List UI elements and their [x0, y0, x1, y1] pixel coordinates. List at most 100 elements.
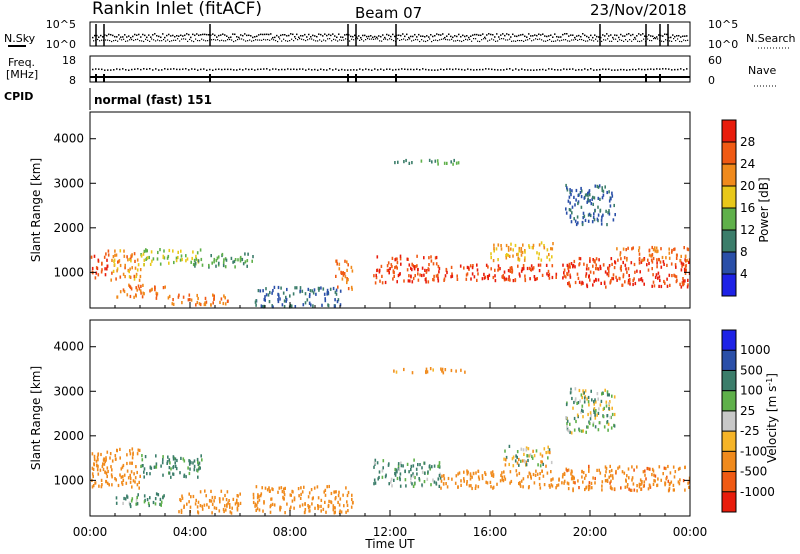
data-cell — [534, 277, 537, 281]
data-cell — [683, 282, 685, 286]
nave-point — [536, 69, 538, 71]
data-cell — [103, 462, 106, 466]
noise-search-point — [359, 39, 361, 41]
noise-sky-point — [166, 34, 168, 37]
noise-sky-point — [418, 33, 420, 36]
noise-search-point — [475, 38, 477, 40]
data-cell — [119, 456, 121, 460]
power-colorbar-tick-label: 16 — [740, 201, 755, 215]
data-cell — [279, 505, 281, 509]
data-cell — [219, 500, 221, 504]
data-cell — [675, 275, 678, 279]
data-cell — [488, 273, 491, 277]
data-cell — [99, 468, 102, 472]
nave-point — [452, 68, 454, 71]
data-cell — [566, 481, 569, 485]
noise-sky-point — [488, 33, 490, 35]
data-cell — [636, 465, 638, 469]
data-cell — [197, 500, 200, 504]
noise-sky-point — [548, 35, 550, 37]
data-cell — [396, 280, 398, 284]
noise-tick-top-left: 10^5 — [46, 18, 76, 31]
data-cell — [601, 480, 604, 484]
data-cell — [664, 481, 666, 485]
nave-point — [296, 68, 298, 71]
data-cell — [140, 284, 142, 288]
data-cell — [120, 475, 123, 479]
data-cell — [665, 256, 667, 260]
data-cell — [647, 258, 649, 262]
data-cell — [300, 486, 302, 490]
data-cell — [119, 447, 121, 451]
nave-point — [230, 68, 232, 71]
data-cell — [123, 496, 125, 501]
data-cell — [552, 242, 554, 246]
data-cell — [172, 298, 174, 302]
noise-search-point — [469, 38, 471, 41]
data-cell — [551, 264, 554, 268]
data-cell — [271, 502, 274, 506]
noise-sky-point — [536, 34, 538, 37]
data-cell — [346, 278, 348, 282]
power-colorbar-tick-label: 24 — [740, 157, 755, 171]
data-cell — [324, 297, 326, 301]
noise-sky-point — [440, 34, 442, 36]
data-cell — [580, 393, 583, 397]
data-cell — [327, 291, 329, 295]
data-cell — [497, 243, 500, 247]
data-cell — [435, 262, 438, 266]
noise-sky-point — [344, 34, 346, 36]
data-cell — [131, 485, 133, 489]
noise-search-point — [591, 39, 593, 41]
data-cell — [640, 482, 642, 486]
data-cell — [199, 248, 202, 252]
data-cell — [123, 473, 126, 477]
data-cell — [493, 249, 495, 253]
data-cell — [129, 504, 132, 509]
data-cell — [408, 161, 411, 165]
noise-sky-point — [180, 34, 182, 37]
data-cell — [494, 274, 496, 278]
data-cell — [682, 279, 685, 283]
data-cell — [572, 406, 574, 410]
data-cell — [116, 295, 118, 299]
data-cell — [390, 477, 393, 481]
nave-point — [146, 68, 148, 71]
data-cell — [570, 193, 572, 197]
data-cell — [574, 280, 577, 285]
nave-point — [284, 68, 286, 71]
data-cell — [638, 256, 641, 261]
noise-search-point — [433, 39, 435, 41]
data-cell — [505, 256, 508, 260]
data-cell — [485, 263, 488, 267]
data-cell — [186, 257, 189, 261]
data-cell — [612, 277, 615, 281]
y-tick-label: 1000 — [53, 473, 84, 487]
noise-search-point — [151, 38, 153, 40]
noise-sky-point — [214, 34, 216, 37]
data-cell — [199, 490, 202, 494]
noise-search-point — [325, 40, 327, 42]
data-cell — [514, 278, 517, 283]
noise-sky-point — [128, 35, 130, 37]
data-cell — [330, 491, 333, 496]
noise-search-point — [243, 39, 245, 41]
data-cell — [454, 481, 457, 485]
data-cell — [421, 470, 424, 474]
data-cell — [543, 483, 546, 487]
nave-point — [227, 68, 229, 71]
data-cell — [516, 252, 518, 257]
noise-sky-point — [656, 36, 658, 38]
data-cell — [91, 485, 94, 489]
noise-search-point — [575, 38, 577, 40]
data-cell — [458, 471, 461, 475]
data-cell — [531, 454, 533, 459]
noise-search-point — [131, 38, 133, 41]
data-cell — [219, 300, 221, 304]
data-cell — [608, 190, 610, 194]
data-cell — [579, 399, 581, 403]
data-cell — [133, 252, 136, 256]
data-cell — [565, 402, 568, 407]
power-colorbar-swatch — [722, 252, 736, 275]
data-cell — [524, 277, 526, 281]
